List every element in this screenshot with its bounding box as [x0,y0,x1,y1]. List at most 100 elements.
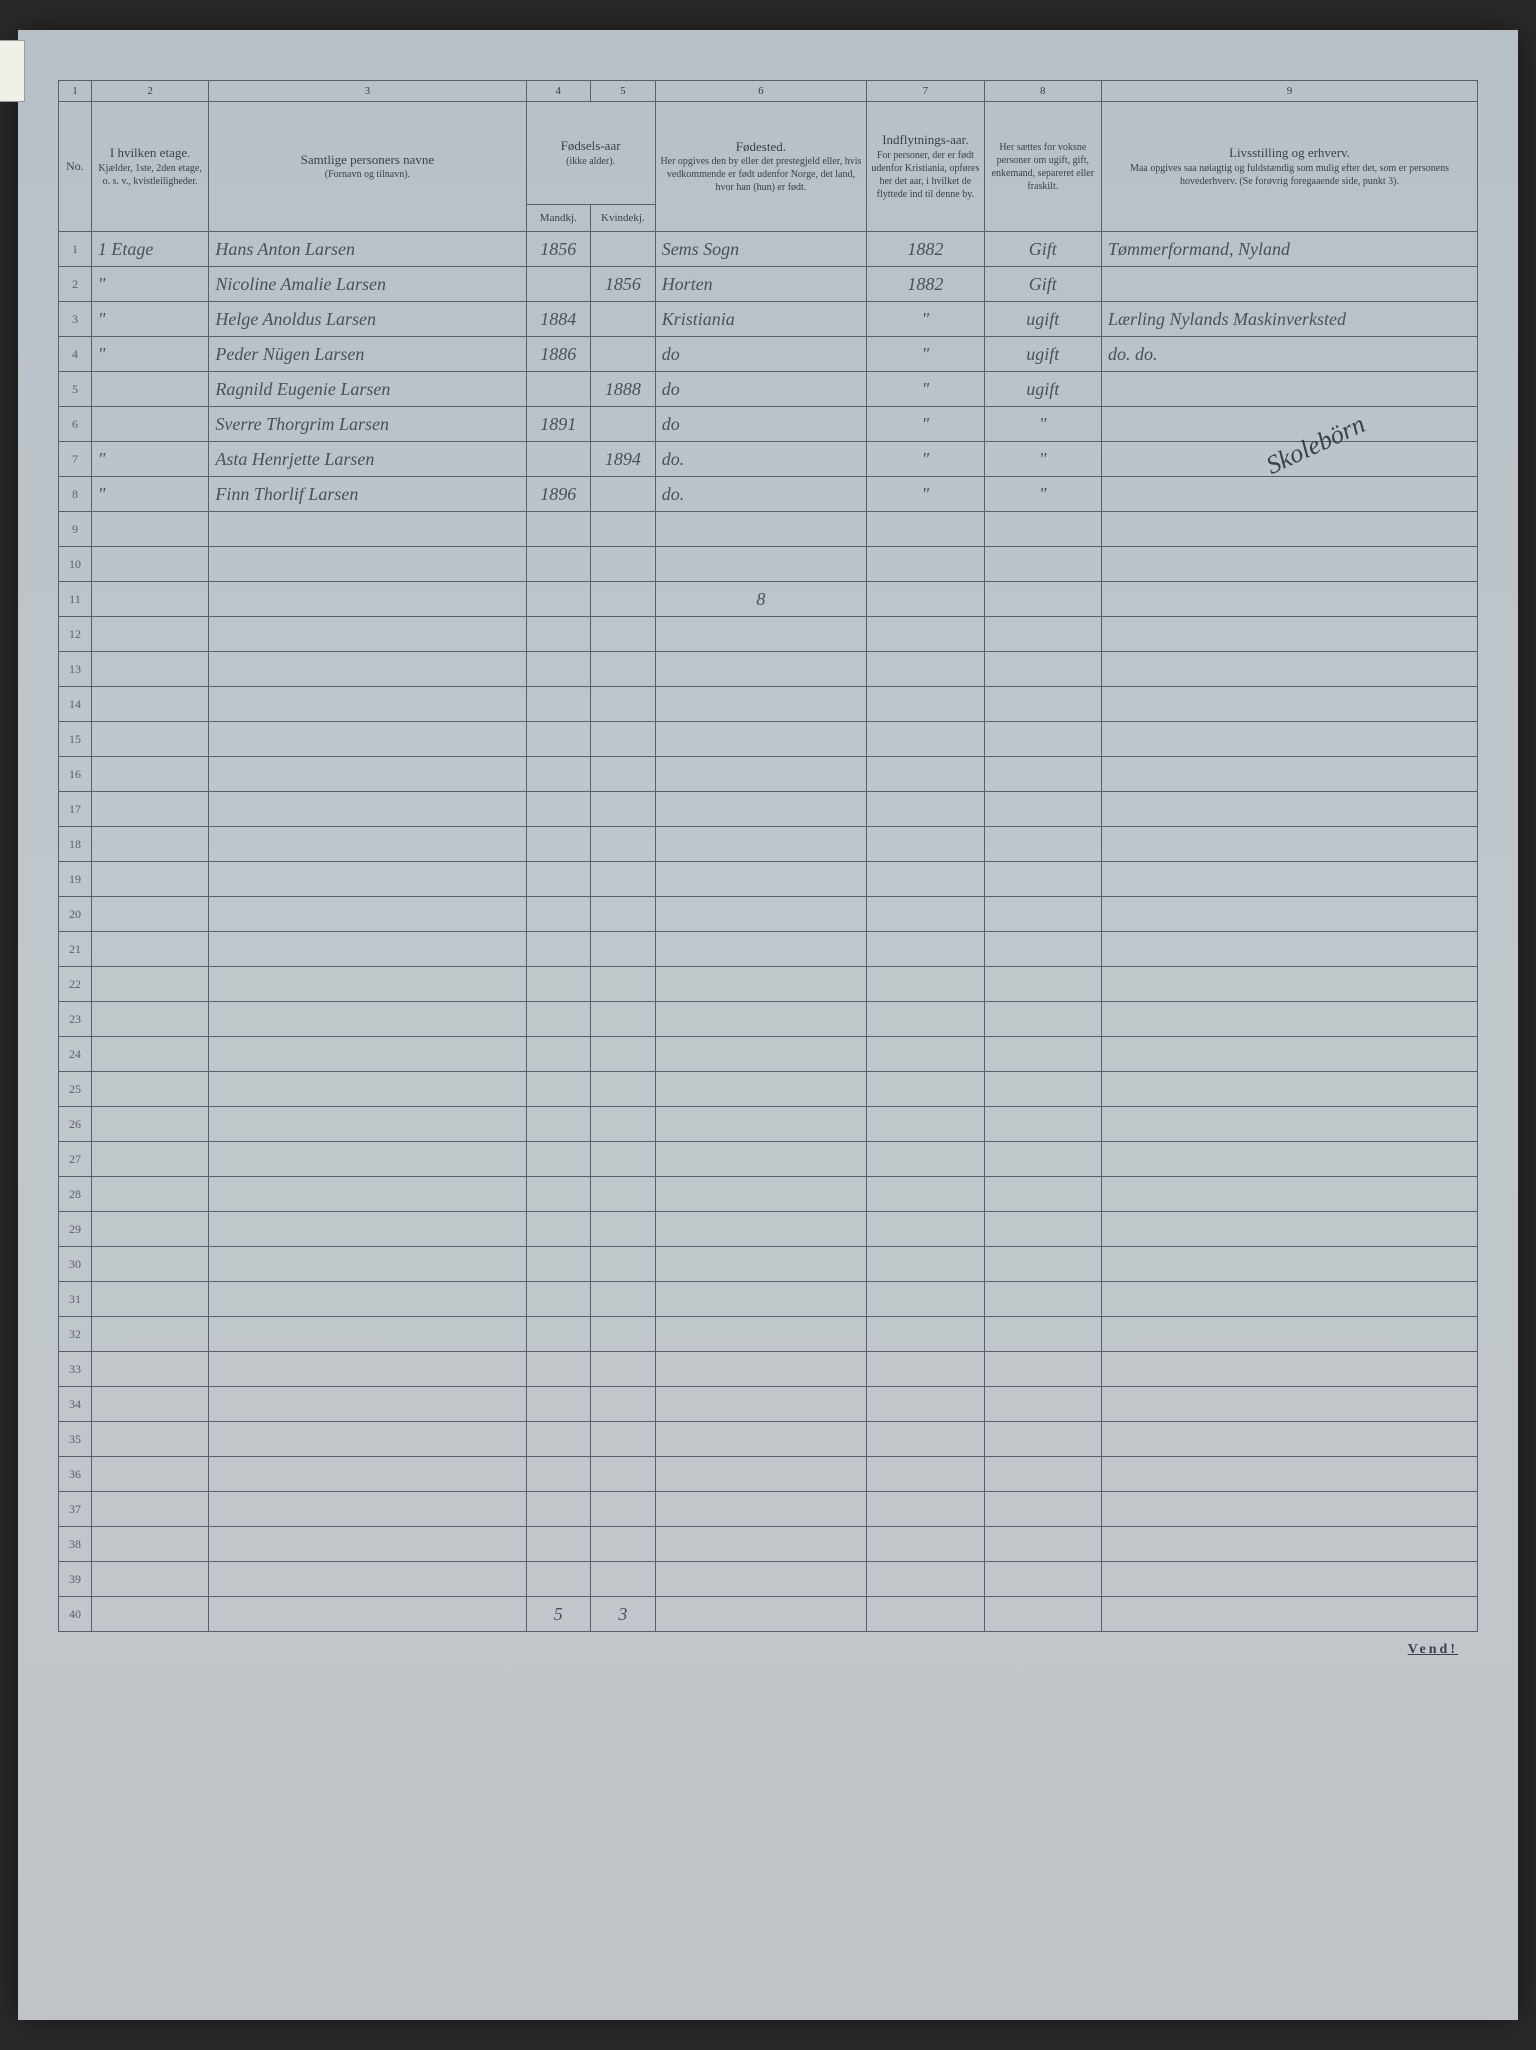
row-number: 21 [59,932,92,967]
cell-etage [91,827,208,862]
cell-fsted [655,897,866,932]
cell-indfl [867,1177,984,1212]
cell-k [591,232,656,267]
cell-navn [209,1457,526,1492]
cell-civ [984,1142,1101,1177]
cell-etage [91,372,208,407]
cell-k [591,792,656,827]
hdr-fodselsaar: Fødsels-aar (ikke alder). [526,102,655,205]
cell-civ [984,1457,1101,1492]
cell-fsted [655,862,866,897]
cell-navn [209,1282,526,1317]
cell-m [526,1247,591,1282]
hdr-no: No. [59,102,92,232]
cell-m [526,512,591,547]
cell-k: 1856 [591,267,656,302]
cell-civ [984,862,1101,897]
table-row: 11 EtageHans Anton Larsen1856Sems Sogn18… [59,232,1478,267]
cell-etage [91,722,208,757]
cell-erhv [1102,862,1478,897]
cell-etage [91,652,208,687]
cell-fsted [655,1492,866,1527]
colnum-9: 9 [1102,81,1478,102]
cell-civ [984,1282,1101,1317]
cell-etage: 1 Etage [91,232,208,267]
colnum-4: 4 [526,81,591,102]
cell-civ: ugift [984,302,1101,337]
cell-indfl [867,1142,984,1177]
cell-k [591,547,656,582]
table-row: 23 [59,1002,1478,1037]
cell-k [591,1072,656,1107]
cell-navn [209,582,526,617]
cell-navn: Hans Anton Larsen [209,232,526,267]
cell-erhv [1102,1352,1478,1387]
cell-k [591,722,656,757]
table-row: 13 [59,652,1478,687]
cell-civ [984,1212,1101,1247]
cell-fsted [655,1107,866,1142]
cell-erhv [1102,372,1478,407]
row-number: 24 [59,1037,92,1072]
cell-civ [984,1562,1101,1597]
cell-m [526,1002,591,1037]
hdr-navne: Samtlige personers navne (Fornavn og til… [209,102,526,232]
cell-navn [209,897,526,932]
table-row: 37 [59,1492,1478,1527]
row-number: 31 [59,1282,92,1317]
cell-m [526,267,591,302]
cell-indfl [867,1562,984,1597]
cell-etage [91,1492,208,1527]
cell-k [591,652,656,687]
cell-navn [209,652,526,687]
cell-erhv: Tømmerformand, Nyland [1102,232,1478,267]
cell-fsted [655,827,866,862]
row-number: 9 [59,512,92,547]
cell-m [526,792,591,827]
row-number: 18 [59,827,92,862]
cell-k: 1894 [591,442,656,477]
hdr-fodested: Fødested. Her opgives den by eller det p… [655,102,866,232]
cell-navn [209,512,526,547]
cell-k: 3 [591,1597,656,1632]
colnum-3: 3 [209,81,526,102]
cell-k [591,1352,656,1387]
cell-etage: " [91,337,208,372]
cell-navn: Finn Thorlif Larsen [209,477,526,512]
cell-navn [209,792,526,827]
cell-etage [91,1317,208,1352]
hdr-mandkj: Mandkj. [526,205,591,232]
cell-fsted [655,1422,866,1457]
cell-fsted [655,1597,866,1632]
cell-indfl [867,1212,984,1247]
cell-k [591,1107,656,1142]
cell-fsted [655,722,866,757]
row-number: 32 [59,1317,92,1352]
cell-civ [984,897,1101,932]
row-number: 16 [59,757,92,792]
hdr-kvindekj: Kvindekj. [591,205,656,232]
cell-m [526,1317,591,1352]
cell-etage [91,1072,208,1107]
cell-m [526,1177,591,1212]
cell-m [526,1352,591,1387]
cell-erhv [1102,1597,1478,1632]
cell-indfl [867,652,984,687]
cell-erhv [1102,897,1478,932]
cell-navn [209,1107,526,1142]
cell-erhv [1102,1142,1478,1177]
table-row: 24 [59,1037,1478,1072]
cell-erhv [1102,512,1478,547]
cell-navn [209,722,526,757]
cell-fsted: Kristiania [655,302,866,337]
cell-m [526,1492,591,1527]
cell-indfl: " [867,337,984,372]
table-row: 2"Nicoline Amalie Larsen1856Horten1882Gi… [59,267,1478,302]
cell-civ [984,687,1101,722]
cell-etage [91,1247,208,1282]
cell-k [591,337,656,372]
cell-etage [91,1387,208,1422]
cell-indfl [867,792,984,827]
cell-civ: ugift [984,372,1101,407]
cell-fsted [655,792,866,827]
